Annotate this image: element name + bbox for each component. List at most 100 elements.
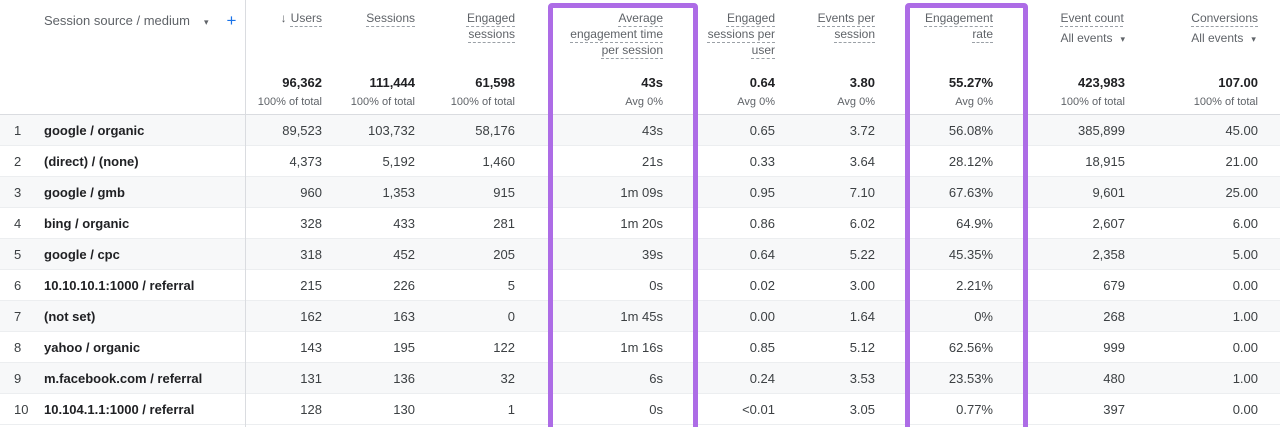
dimension-selector[interactable]: Session source / medium bbox=[44, 13, 190, 28]
column-header-engaged-sessions[interactable]: Engaged sessions 61,598 100% of total bbox=[423, 0, 523, 114]
metric-cell: 1m 09s bbox=[620, 184, 663, 200]
metric-cell: 136 bbox=[393, 370, 415, 386]
metric-cell: 0.24 bbox=[749, 370, 775, 386]
caret-down-icon: ▾ bbox=[1120, 34, 1125, 44]
metric-cell: 21.00 bbox=[1225, 153, 1258, 169]
metric-cell: 915 bbox=[493, 184, 515, 200]
metric-cell: 58,176 bbox=[475, 122, 515, 138]
column-total: 43s Avg 0% bbox=[625, 75, 663, 109]
column-header-engagement-rate[interactable]: Engagement rate 55.27% Avg 0% bbox=[883, 0, 1001, 114]
metric-cell: 452 bbox=[393, 246, 415, 262]
metric-cell: 28.12% bbox=[948, 153, 993, 169]
row-rank: 2 bbox=[14, 153, 22, 169]
column-header-sessions[interactable]: Sessions 111,444 100% of total bbox=[330, 0, 423, 114]
row-dimension: m.facebook.com / referral bbox=[44, 370, 203, 386]
metric-cell: 226 bbox=[393, 277, 415, 293]
column-total: 61,598 100% of total bbox=[450, 75, 515, 109]
column-header-engaged-sessions-per-user[interactable]: Engaged sessions per user 0.64 Avg 0% bbox=[671, 0, 783, 114]
metric-cell: 0 bbox=[507, 308, 515, 324]
metric-cell: 64.9% bbox=[956, 215, 993, 231]
metric-cell: 163 bbox=[393, 308, 415, 324]
metric-cell: 0.64 bbox=[749, 246, 775, 262]
column-label: Events per session bbox=[817, 11, 875, 41]
row-dimension: google / gmb bbox=[44, 184, 125, 200]
metric-cell: 0.00 bbox=[1232, 401, 1258, 417]
row-rank: 6 bbox=[14, 277, 22, 293]
metric-cell: 0.02 bbox=[749, 277, 775, 293]
row-rank: 5 bbox=[14, 246, 22, 262]
metric-cell: 0.65 bbox=[749, 122, 775, 138]
row-dimension: 10.10.10.1:1000 / referral bbox=[44, 277, 195, 293]
metric-cell: 385,899 bbox=[1078, 122, 1125, 138]
table-row: 9 m.facebook.com / referral 131 136 32 6… bbox=[0, 363, 1280, 394]
metric-cell: 9,601 bbox=[1092, 184, 1125, 200]
column-header-users[interactable]: ↓ Users 96,362 100% of total bbox=[245, 0, 330, 114]
metric-cell: 5,192 bbox=[382, 153, 415, 169]
metric-cell: 128 bbox=[300, 401, 322, 417]
row-dimension: google / organic bbox=[44, 122, 145, 138]
sort-descending-icon: ↓ bbox=[280, 11, 287, 25]
column-header-events-per-session[interactable]: Events per session 3.80 Avg 0% bbox=[783, 0, 883, 114]
metric-cell: 0.33 bbox=[749, 153, 775, 169]
metric-cell: 122 bbox=[493, 339, 515, 355]
row-dimension: yahoo / organic bbox=[44, 339, 141, 355]
metric-cell: 0% bbox=[974, 308, 993, 324]
metric-cell: 268 bbox=[1103, 308, 1125, 324]
column-total: 111,444 100% of total bbox=[350, 75, 415, 109]
table-row: 7 (not set) 162 163 0 1m 45s 0.00 1.64 0… bbox=[0, 301, 1280, 332]
table-row: 3 google / gmb 960 1,353 915 1m 09s 0.95… bbox=[0, 177, 1280, 208]
metric-cell: 1,353 bbox=[382, 184, 415, 200]
metric-cell: 143 bbox=[300, 339, 322, 355]
row-dimension: bing / organic bbox=[44, 215, 130, 231]
metric-cell: 2,607 bbox=[1092, 215, 1125, 231]
metric-cell: 5.22 bbox=[849, 246, 875, 262]
metric-cell: 6s bbox=[649, 370, 663, 386]
metric-cell: 103,732 bbox=[368, 122, 415, 138]
column-total: 0.64 Avg 0% bbox=[737, 75, 775, 109]
column-header-avg-engagement-time[interactable]: Average engagement time per session 43s … bbox=[523, 0, 671, 114]
column-total: 423,983 100% of total bbox=[1060, 75, 1125, 109]
row-dimension: (not set) bbox=[44, 308, 96, 324]
metric-cell: 56.08% bbox=[948, 122, 993, 138]
metric-cell: 960 bbox=[300, 184, 322, 200]
metric-cell: 0s bbox=[649, 401, 663, 417]
metric-cell: 0.00 bbox=[1232, 339, 1258, 355]
add-dimension-button[interactable]: + bbox=[226, 11, 237, 30]
metric-cell: 0.85 bbox=[749, 339, 775, 355]
metric-cell: 205 bbox=[493, 246, 515, 262]
metric-cell: 130 bbox=[393, 401, 415, 417]
column-header-event-count[interactable]: Event count All events ▾ 423,983 100% of … bbox=[1001, 0, 1133, 114]
metric-cell: 39s bbox=[642, 246, 663, 262]
metric-cell: 3.05 bbox=[849, 401, 875, 417]
metric-cell: 25.00 bbox=[1225, 184, 1258, 200]
metric-cell: 3.00 bbox=[849, 277, 875, 293]
caret-down-icon[interactable]: ▾ bbox=[203, 17, 209, 27]
metric-cell: 1m 20s bbox=[620, 215, 663, 231]
column-total: 55.27% Avg 0% bbox=[948, 75, 993, 109]
row-dimension: (direct) / (none) bbox=[44, 153, 139, 169]
event-count-filter-select[interactable]: All events ▾ bbox=[1060, 31, 1125, 45]
table-header: Session source / medium ▾ + ↓ Users 96,362 … bbox=[0, 0, 1280, 115]
metric-cell: 131 bbox=[300, 370, 322, 386]
column-label: Average engagement time per session bbox=[570, 11, 663, 57]
metric-cell: 1 bbox=[507, 401, 515, 417]
metric-cell: 679 bbox=[1103, 277, 1125, 293]
metric-cell: 1,460 bbox=[482, 153, 515, 169]
metric-cell: 1.00 bbox=[1232, 308, 1258, 324]
metric-cell: 1.64 bbox=[849, 308, 875, 324]
row-dimension: google / cpc bbox=[44, 246, 120, 262]
table-row: 6 10.10.10.1:1000 / referral 215 226 5 0… bbox=[0, 270, 1280, 301]
metric-cell: 32 bbox=[500, 370, 515, 386]
column-label: Engaged sessions bbox=[466, 11, 515, 41]
metric-cell: 4,373 bbox=[289, 153, 322, 169]
column-label: Engaged sessions per user bbox=[707, 11, 775, 57]
column-label: Event count bbox=[1060, 11, 1124, 25]
metric-cell: 18,915 bbox=[1085, 153, 1125, 169]
metric-cell: 397 bbox=[1103, 401, 1125, 417]
column-header-conversions[interactable]: Conversions All events ▾ 107.00 100% of t… bbox=[1133, 0, 1280, 114]
metric-cell: 6.02 bbox=[849, 215, 875, 231]
row-dimension: 10.104.1.1:1000 / referral bbox=[44, 401, 195, 417]
metric-cell: 281 bbox=[493, 215, 515, 231]
row-rank: 1 bbox=[14, 122, 22, 138]
conversions-filter-select[interactable]: All events ▾ bbox=[1191, 31, 1256, 45]
